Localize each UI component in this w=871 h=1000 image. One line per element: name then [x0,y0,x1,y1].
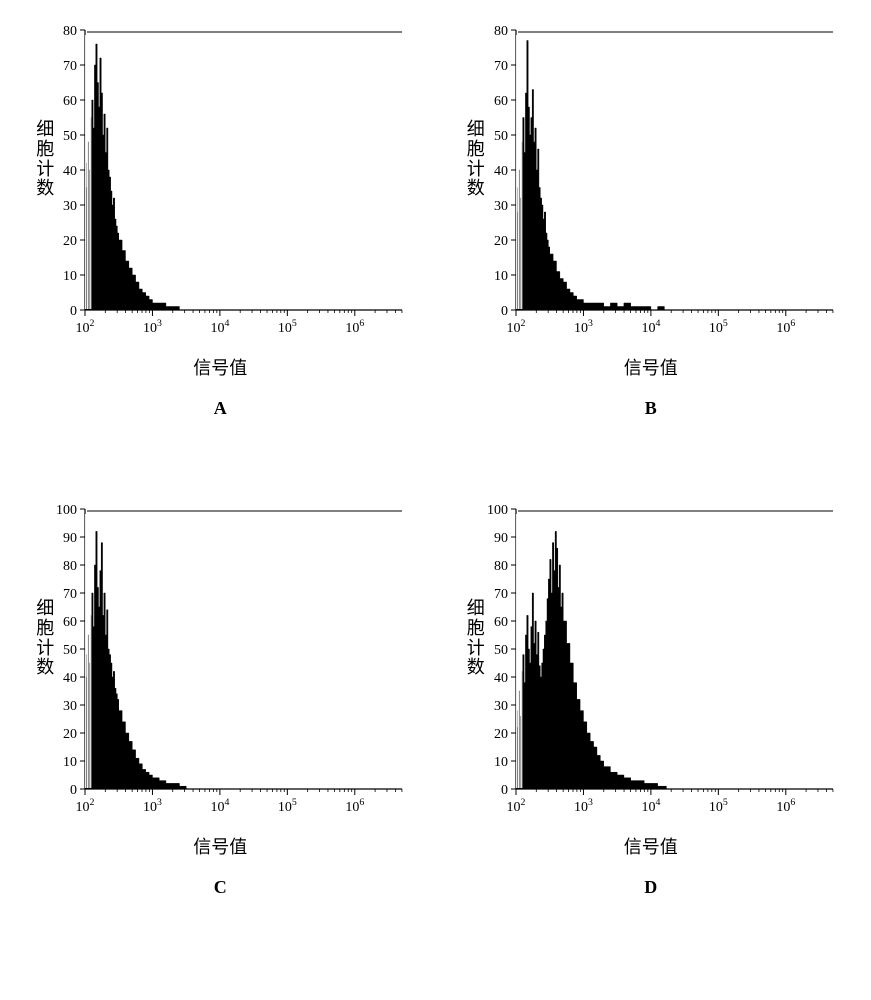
chart-area-A: 细胞计数 01020304050607080102103104105106 [30,20,410,350]
svg-text:50: 50 [63,129,77,144]
panel-B: 细胞计数 01020304050607080102103104105106 信号… [451,20,852,419]
svg-text:40: 40 [63,164,77,179]
svg-text:106: 106 [346,318,365,336]
svg-text:20: 20 [494,234,508,249]
svg-text:105: 105 [709,797,728,815]
panel-letter: B [645,398,657,419]
svg-text:90: 90 [63,531,77,546]
svg-text:20: 20 [494,727,508,742]
svg-text:70: 70 [494,59,508,74]
svg-text:60: 60 [494,615,508,630]
svg-text:105: 105 [278,318,297,336]
svg-text:30: 30 [63,699,77,714]
svg-text:100: 100 [487,503,508,518]
svg-text:104: 104 [211,318,230,336]
svg-text:103: 103 [143,318,162,336]
svg-text:102: 102 [76,797,95,815]
histogram-svg-A: 0 10 20 30 40 50 60 70 80 102 103 104 105 106 [30,20,410,350]
svg-text:0: 0 [501,304,508,319]
x-axis-label: 信号值 [624,354,678,380]
svg-text:106: 106 [776,318,795,336]
svg-text:30: 30 [494,699,508,714]
svg-text:50: 50 [63,643,77,658]
svg-text:105: 105 [278,797,297,815]
svg-text:106: 106 [776,797,795,815]
histogram-svg-D: 0 10 20 30 40 50 60 70 80 90 100 102 103 104 105 106 [461,499,841,829]
svg-text:10: 10 [63,755,77,770]
svg-text:90: 90 [494,531,508,546]
svg-text:0: 0 [70,783,77,798]
svg-text:102: 102 [76,318,95,336]
svg-text:0: 0 [70,304,77,319]
svg-text:0: 0 [501,783,508,798]
svg-text:103: 103 [143,797,162,815]
svg-text:10: 10 [494,755,508,770]
x-axis-label: 信号值 [193,354,247,380]
panel-grid: 细胞计数 01020304050607080102103104105106 信号… [20,20,851,898]
panel-letter: C [214,877,227,898]
x-axis-label: 信号值 [624,833,678,859]
panel-A: 细胞计数 01020304050607080102103104105106 信号… [20,20,421,419]
svg-text:70: 70 [63,59,77,74]
svg-text:40: 40 [494,671,508,686]
panel-D: 细胞计数 01020304050607080901001021031041051… [451,499,852,898]
svg-text:104: 104 [641,318,660,336]
svg-text:50: 50 [494,129,508,144]
chart-area-B: 细胞计数 01020304050607080102103104105106 [461,20,841,350]
panel-letter: D [644,877,657,898]
histogram-svg-B: 0 10 20 30 40 50 60 70 80 102 103 104 105 106 [461,20,841,350]
svg-text:102: 102 [506,797,525,815]
svg-text:104: 104 [641,797,660,815]
svg-text:10: 10 [494,269,508,284]
svg-text:10: 10 [63,269,77,284]
svg-text:20: 20 [63,234,77,249]
svg-text:50: 50 [494,643,508,658]
svg-text:106: 106 [346,797,365,815]
svg-text:40: 40 [63,671,77,686]
svg-text:100: 100 [56,503,77,518]
svg-text:80: 80 [494,24,508,39]
svg-text:60: 60 [63,94,77,109]
chart-area-D: 细胞计数 01020304050607080901001021031041051… [461,499,841,829]
svg-text:70: 70 [494,587,508,602]
panel-letter: A [214,398,227,419]
svg-text:30: 30 [494,199,508,214]
svg-text:60: 60 [63,615,77,630]
svg-text:40: 40 [494,164,508,179]
svg-text:102: 102 [506,318,525,336]
svg-text:103: 103 [574,797,593,815]
svg-text:104: 104 [211,797,230,815]
svg-text:80: 80 [63,559,77,574]
svg-text:103: 103 [574,318,593,336]
svg-text:70: 70 [63,587,77,602]
svg-text:80: 80 [494,559,508,574]
svg-text:105: 105 [709,318,728,336]
svg-text:30: 30 [63,199,77,214]
svg-text:80: 80 [63,24,77,39]
panel-C: 细胞计数 01020304050607080901001021031041051… [20,499,421,898]
x-axis-label: 信号值 [193,833,247,859]
histogram-svg-C: 0 10 20 30 40 50 60 70 80 90 100 102 103 104 105 106 [30,499,410,829]
svg-text:60: 60 [494,94,508,109]
chart-area-C: 细胞计数 01020304050607080901001021031041051… [30,499,410,829]
svg-text:20: 20 [63,727,77,742]
